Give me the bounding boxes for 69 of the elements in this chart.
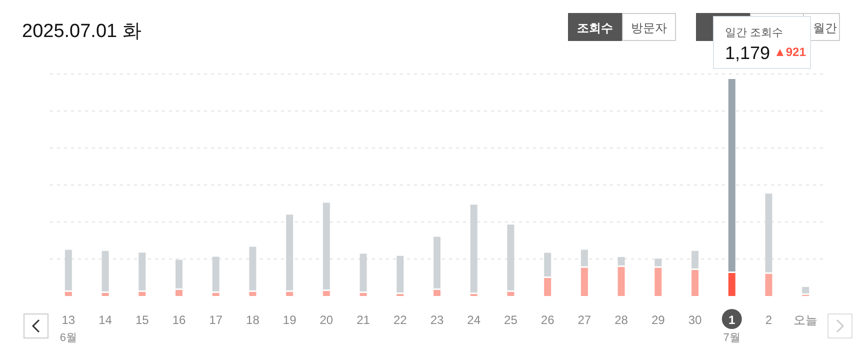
text: 6월 — [60, 332, 77, 344]
bar — [434, 290, 440, 296]
bar — [286, 214, 294, 290]
bar — [396, 256, 404, 293]
x-tick-label: 19 — [282, 313, 297, 327]
bar — [322, 291, 330, 296]
x-tick-label: 오늘 — [794, 313, 818, 327]
x-tick-label: 18 — [246, 313, 260, 327]
bar — [212, 292, 220, 296]
x-tick-label: 26 — [540, 313, 555, 327]
bar — [544, 278, 552, 296]
x-tick-label: 20 — [320, 313, 334, 327]
x-tick-label: 22 — [393, 313, 408, 327]
bar — [654, 268, 662, 296]
bar — [360, 254, 367, 292]
bar — [728, 273, 736, 296]
bar — [618, 266, 625, 296]
bar — [249, 292, 256, 296]
bar — [544, 252, 552, 276]
bar — [176, 260, 182, 288]
bar — [618, 256, 625, 266]
x-tick-label: 29 — [651, 313, 666, 327]
x-tick-label: 15 — [135, 313, 150, 327]
bar — [138, 292, 146, 296]
bar — [249, 246, 256, 290]
bar — [102, 292, 109, 296]
x-tick-label: 25 — [504, 313, 518, 327]
x-tick-label: 24 — [467, 313, 481, 327]
bar — [102, 250, 109, 292]
bar — [138, 252, 146, 290]
bar — [64, 250, 72, 290]
text: 7월 — [723, 332, 740, 344]
text: 방문자 — [631, 21, 667, 35]
x-tick-label: 2 — [765, 313, 772, 327]
text: 조회수 — [577, 21, 613, 35]
text: 일간 조회수 — [725, 27, 784, 39]
x-tick-label: 13 — [62, 313, 76, 327]
text: 월간 — [813, 21, 837, 35]
x-tick-label: 28 — [614, 313, 628, 327]
x-tick-label: 21 — [356, 313, 370, 327]
bar — [728, 79, 736, 272]
bar — [286, 292, 294, 296]
x-tick-label: 30 — [688, 313, 702, 327]
bar — [692, 270, 698, 296]
bar — [360, 292, 367, 296]
x-tick-label: 16 — [172, 313, 186, 327]
bar — [64, 292, 72, 296]
bar — [176, 290, 182, 296]
bar — [212, 256, 220, 292]
x-tick-label: 27 — [578, 313, 592, 327]
x-tick-label: 23 — [430, 313, 444, 327]
text: 1,179 — [725, 43, 770, 63]
x-tick-label: 14 — [98, 313, 112, 327]
x-tick-label: 17 — [209, 313, 223, 327]
bar — [322, 202, 330, 290]
bar — [654, 258, 662, 266]
bar — [580, 268, 588, 296]
bar — [507, 224, 514, 290]
x-tick-label: 1 — [728, 313, 736, 327]
bar — [692, 250, 698, 268]
bar — [802, 286, 810, 294]
bar — [507, 292, 514, 296]
chart-title: 2025.07.01 화 — [22, 21, 142, 42]
bar — [765, 194, 772, 272]
bar — [434, 236, 440, 288]
bar — [580, 250, 588, 266]
bar — [470, 204, 478, 293]
bar — [765, 274, 772, 296]
text: ▲921 — [774, 45, 806, 59]
